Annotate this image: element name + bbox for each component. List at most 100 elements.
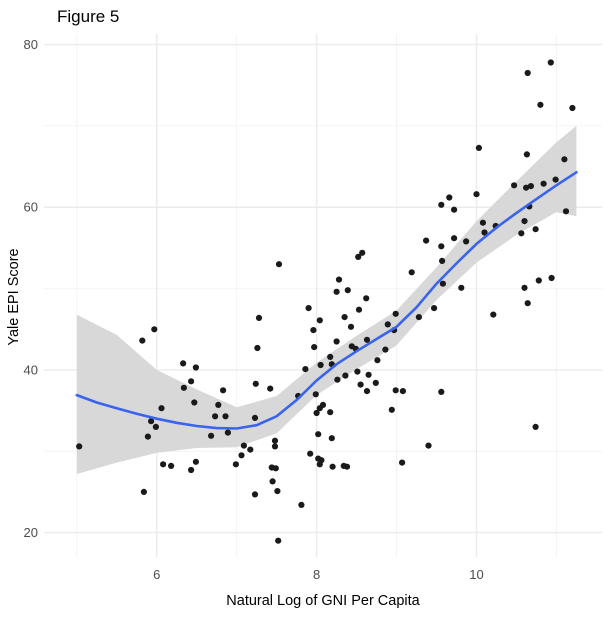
data-point [535,277,542,284]
data-point [347,323,355,330]
data-point [521,284,528,291]
data-point [319,401,327,408]
data-point [192,458,199,465]
data-point [415,314,422,321]
data-point [188,378,195,385]
data-point [490,311,497,318]
data-point [562,208,570,215]
data-point [327,409,334,416]
x-axis-title: Natural Log of GNI Per Capita [226,593,420,609]
data-point [423,237,430,244]
data-point [274,488,281,495]
data-point [224,429,231,436]
data-point [252,380,259,387]
data-point [355,253,362,260]
data-point [310,327,317,334]
data-point [212,413,219,420]
data-point [328,435,335,442]
data-point [569,104,576,112]
data-point [272,465,279,472]
data-point [524,69,531,77]
data-point [247,446,254,453]
data-point [451,206,458,213]
data-point [139,337,146,344]
confidence-band [76,125,577,475]
data-point [343,463,351,470]
data-point [425,442,432,449]
data-point [463,238,470,245]
data-point [438,388,445,395]
data-point [344,287,351,294]
data-point [510,182,518,189]
data-point [548,274,555,282]
data-point [355,306,363,313]
data-point [140,488,147,495]
data-point [238,452,245,459]
data-point [363,388,371,395]
x-tick-label: 6 [153,567,160,582]
data-point [408,269,415,276]
data-point [384,321,391,328]
data-point [458,284,465,291]
chart-title: Figure 5 [57,7,120,26]
data-point [271,443,279,450]
data-point [151,326,158,333]
x-tick-label: 10 [469,567,483,582]
data-point [267,385,274,392]
data-point [312,391,319,398]
data-point [158,405,165,412]
data-point [547,59,554,66]
data-point [192,364,199,371]
data-point [540,180,547,187]
data-point [399,459,406,466]
data-point [537,101,544,108]
y-tick-label: 40 [24,362,38,377]
data-point [317,361,324,369]
y-axis-title: Yale EPI Score [6,248,22,346]
data-point [313,409,320,417]
data-point [311,344,318,351]
data-point [315,431,322,438]
data-point [316,317,323,324]
data-point [255,314,263,321]
data-point [254,344,261,352]
data-point [215,401,222,408]
data-point [232,461,239,468]
data-point [374,357,381,364]
data-point [269,478,276,485]
data-point [365,371,372,378]
data-point [275,537,282,544]
y-tick-label: 20 [24,525,38,540]
data-point [327,353,334,360]
data-point [523,184,530,191]
data-point [399,388,406,395]
data-point [521,218,528,225]
data-point [481,229,488,236]
data-point [439,280,446,287]
data-point [357,381,364,388]
data-point [431,305,438,312]
data-point [342,372,349,379]
data-point [451,235,458,242]
data-point [271,437,279,444]
data-point [333,288,340,295]
y-tick-label: 80 [24,37,38,52]
data-point [76,443,83,450]
data-point [307,450,314,457]
data-point [438,243,445,250]
data-point [180,384,187,391]
data-point [148,418,155,425]
data-point [561,156,568,163]
data-point [168,462,175,469]
data-point [439,257,446,264]
data-point [527,183,535,190]
data-point [532,423,539,430]
data-point [354,368,361,375]
data-point [180,360,187,367]
data-point [329,463,336,470]
data-point [191,399,198,406]
data-point [305,305,312,312]
smooth-trend-line [75,171,578,430]
